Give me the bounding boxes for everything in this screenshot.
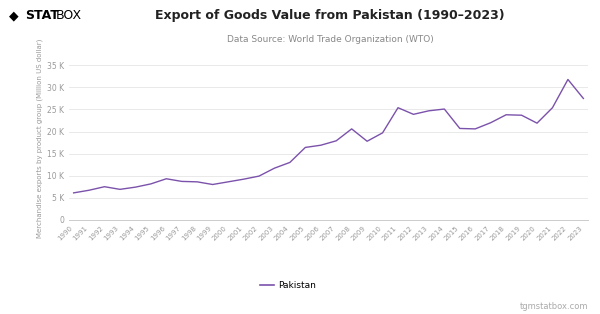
Y-axis label: Merchandise exports by product group (Million US dollar): Merchandise exports by product group (Mi…	[37, 39, 43, 238]
Text: tgmstatbox.com: tgmstatbox.com	[520, 302, 588, 311]
Legend: Pakistan: Pakistan	[256, 278, 320, 294]
Text: STAT: STAT	[25, 9, 59, 22]
Text: Export of Goods Value from Pakistan (1990–2023): Export of Goods Value from Pakistan (199…	[155, 9, 505, 22]
Text: Data Source: World Trade Organization (WTO): Data Source: World Trade Organization (W…	[227, 35, 433, 44]
Text: ◆: ◆	[9, 9, 19, 22]
Text: BOX: BOX	[56, 9, 82, 22]
